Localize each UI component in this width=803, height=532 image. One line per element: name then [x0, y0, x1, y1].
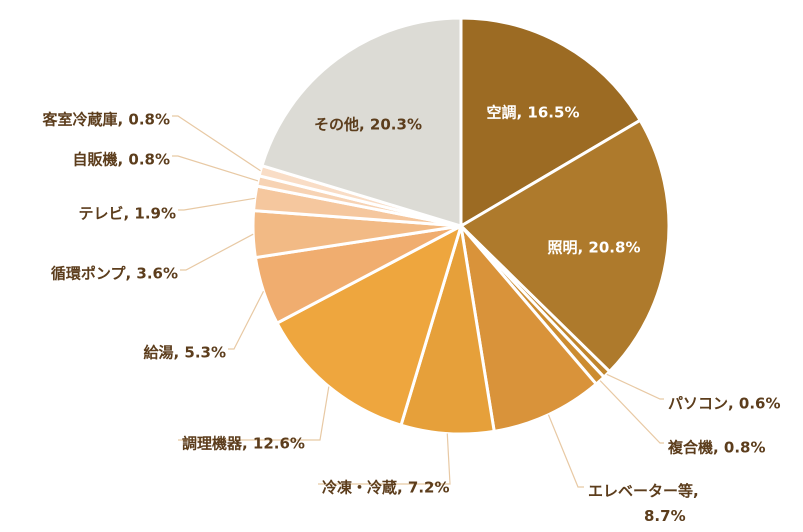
slice-label-13: その他, 20.3%: [314, 116, 422, 134]
slice-label-8: 給湯, 5.3%: [143, 344, 226, 362]
slice-label-12: 客室冷蔵庫, 0.8%: [41, 111, 170, 129]
slice-label-6: 冷凍・冷蔵, 7.2%: [322, 479, 450, 497]
slice-label-10: テレビ, 1.9%: [78, 205, 176, 223]
leader-line-5: [547, 414, 584, 488]
leader-lines: [172, 115, 664, 488]
slice-label-2: 照明, 20.8%: [548, 239, 641, 257]
pie-slice-13: [260, 16, 463, 229]
slice-label-4: 複合機, 0.8%: [667, 439, 766, 457]
leader-line-12: [172, 115, 261, 172]
slice-label-7: 調理機器, 12.6%: [182, 435, 305, 453]
leader-line-10: [178, 197, 255, 211]
pie-slice-2: [458, 118, 671, 374]
pie-slice-1: [459, 16, 643, 229]
leader-line-6: [318, 433, 451, 485]
slice-label-11: 自販機, 0.8%: [72, 151, 170, 169]
slice-label-5: エレベーター等, 8.7%: [588, 482, 699, 525]
pie-slices: [251, 16, 671, 436]
slice-label-9: 循環ポンプ, 3.6%: [51, 265, 178, 283]
leader-line-8: [228, 290, 265, 350]
leader-line-4: [599, 380, 664, 444]
leader-line-7: [178, 386, 330, 441]
slice-label-1: 空調, 16.5%: [487, 104, 580, 122]
leader-line-11: [172, 155, 259, 182]
leader-line-9: [180, 233, 254, 271]
leader-line-3: [606, 373, 664, 400]
slice-label-3: パソコン, 0.6%: [668, 395, 781, 413]
slice-labels: 空調, 16.5% 照明, 20.8% パソコン, 0.6% 複合機, 0.8% エレベ…: [41, 104, 780, 525]
